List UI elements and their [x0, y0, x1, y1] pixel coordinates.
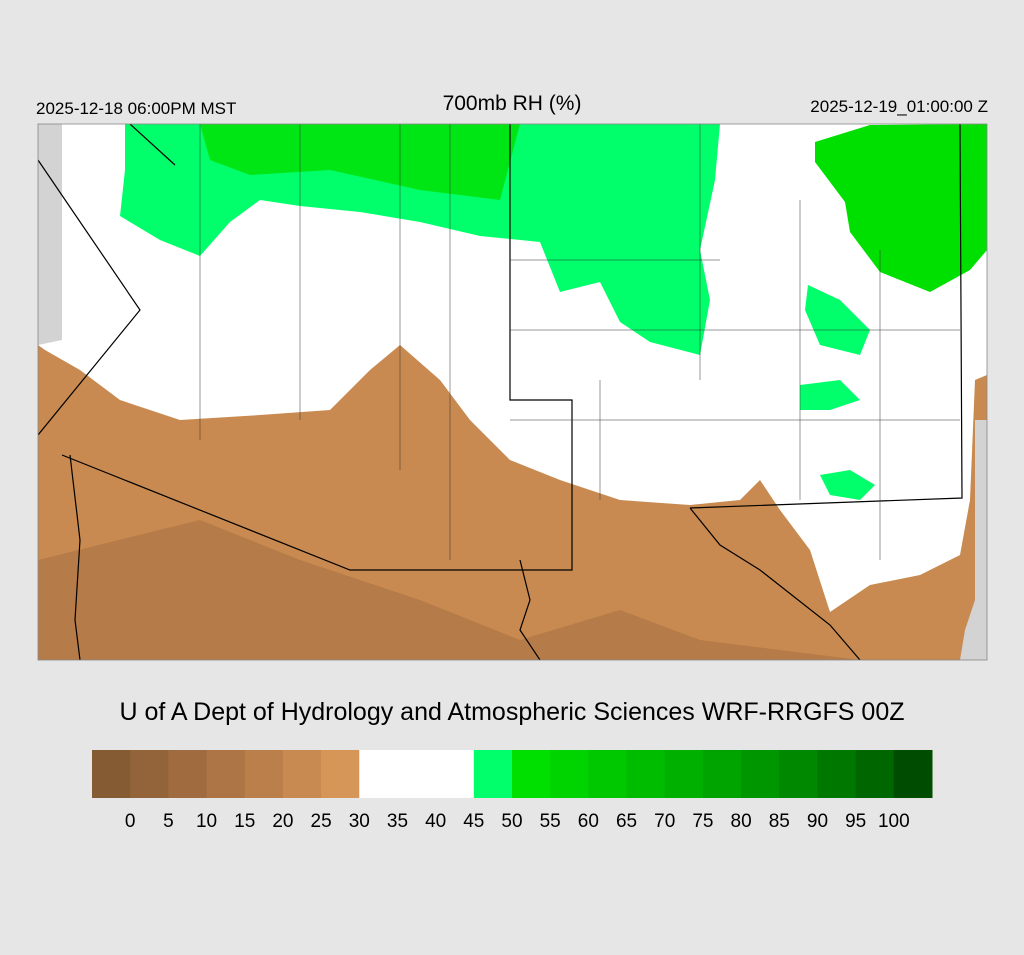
no-data [38, 124, 62, 345]
valid-time: 2025-12-18 06:00PM MST [36, 99, 236, 118]
colorbar-box [817, 750, 857, 798]
colorbar-box [321, 750, 360, 798]
moist-patch [820, 470, 875, 500]
colorbar-box [130, 750, 169, 798]
colorbar-label: 75 [692, 811, 713, 832]
moist-region [120, 124, 720, 355]
colorbar-box [244, 750, 284, 798]
state-border [38, 124, 963, 660]
colorbar-label: 50 [501, 811, 522, 832]
moist-patch [800, 380, 860, 410]
colorbar-label: 70 [654, 811, 675, 832]
moist-patch [805, 285, 870, 355]
colorbar-label: 90 [807, 811, 828, 832]
colorbar-label: 65 [616, 811, 637, 832]
colorbar-label: 5 [163, 811, 174, 832]
colorbar-box [702, 750, 742, 798]
map [37, 123, 988, 661]
colorbar-label: 100 [878, 811, 910, 832]
colorbar-box [588, 750, 628, 798]
colorbar-label: 30 [349, 811, 370, 832]
colorbar-box [92, 750, 131, 798]
colorbar-box [550, 750, 589, 798]
colorbar-box [359, 750, 398, 798]
colorbar-box [397, 750, 437, 798]
county-line [199, 124, 960, 560]
colorbar-label: 40 [425, 811, 446, 832]
colorbar-box [779, 750, 818, 798]
colorbar-box [626, 750, 666, 798]
colorbar-label: 35 [387, 811, 408, 832]
colorbar-box [664, 750, 704, 798]
colorbar-box [168, 750, 208, 798]
map-title: 700mb RH (%) [443, 92, 582, 115]
colorbar-box [206, 750, 246, 798]
forecast-time: 2025-12-19_01:00:00 Z [810, 97, 988, 116]
colorbar-label: 85 [769, 811, 790, 832]
colorbar-box [893, 750, 933, 798]
map-frame [37, 123, 988, 661]
colorbar-box [512, 750, 551, 798]
very-dry-region [38, 520, 860, 660]
colorbar-label: 95 [845, 811, 866, 832]
colorbar: 0 5 10 15 20 25 30 35 40 45 50 55 60 65 70 75 80 85 90 95 10… [92, 750, 933, 832]
colorbar-box [282, 750, 322, 798]
moist-core [200, 124, 520, 200]
colorbar-label: 55 [540, 811, 561, 832]
credit: U of A Dept of Hydrology and Atmospheric… [119, 698, 904, 726]
no-data [960, 420, 987, 660]
colorbar-label: 25 [311, 811, 332, 832]
colorbar-label: 45 [463, 811, 484, 832]
colorbar-label: 80 [731, 811, 752, 832]
moderate-region [38, 124, 987, 612]
colorbar-box [741, 750, 780, 798]
colorbar-box [473, 750, 513, 798]
colorbar-box [855, 750, 895, 798]
colorbar-label: 10 [196, 811, 217, 832]
colorbar-label: 60 [578, 811, 599, 832]
colorbar-label: 15 [234, 811, 255, 832]
moist-region-east [815, 124, 987, 292]
colorbar-label: 0 [125, 811, 136, 832]
colorbar-label: 20 [272, 811, 293, 832]
colorbar-box [435, 750, 475, 798]
